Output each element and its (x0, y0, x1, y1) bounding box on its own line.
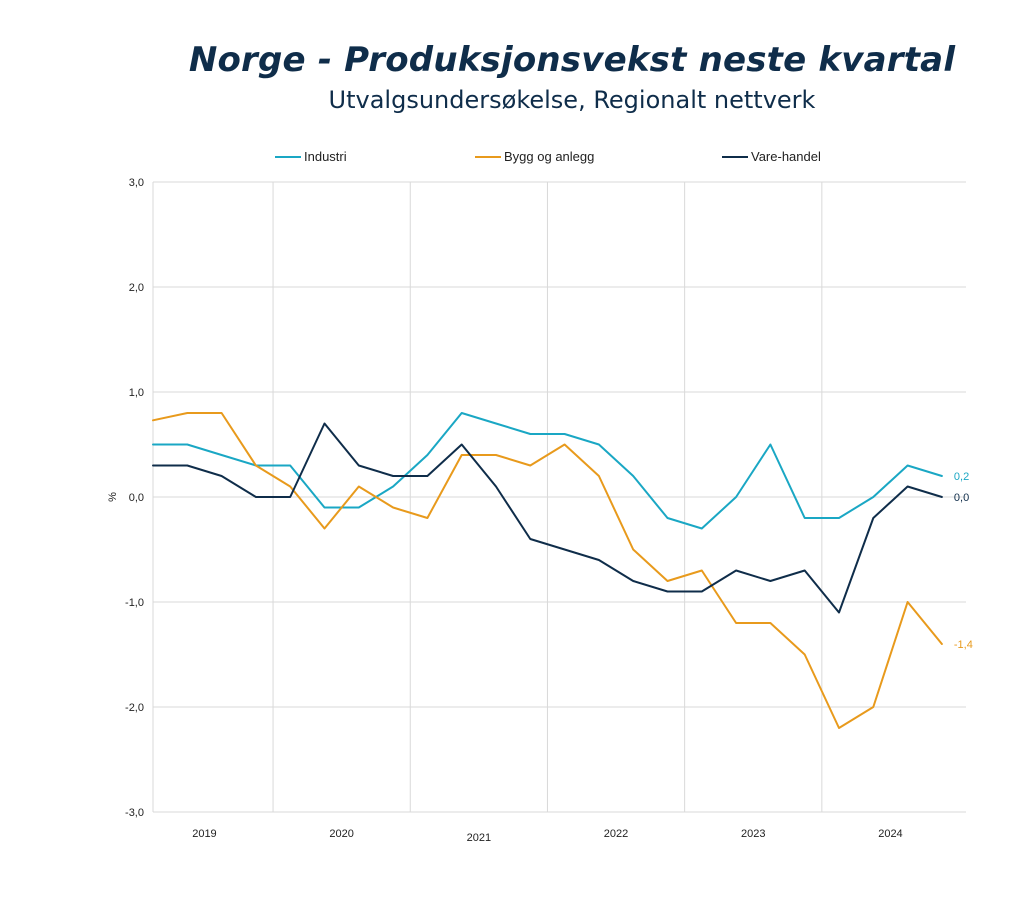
x-tick-label: 2021 (467, 832, 491, 844)
legend-label: Industri (304, 149, 347, 164)
data-label: -1,4 (954, 639, 973, 651)
series-line (152, 412, 943, 530)
y-tick-label: 3,0 (129, 177, 144, 189)
x-tick-label: 2024 (878, 828, 902, 840)
x-tick-label: 2020 (329, 828, 353, 840)
data-label: 0,2 (954, 471, 969, 483)
y-tick-label: -3,0 (125, 807, 144, 819)
y-tick-label: 1,0 (129, 387, 144, 399)
series-line (152, 422, 943, 614)
chart-subtitle: Utvalgsundersøkelse, Regionalt nettverk (328, 86, 816, 114)
legend-label: Bygg og anlegg (504, 149, 594, 164)
y-tick-label: -2,0 (125, 702, 144, 714)
x-tick-label: 2019 (192, 828, 216, 840)
y-tick-label: 0,0 (129, 492, 144, 504)
y-tick-label: 2,0 (129, 282, 144, 294)
chart-title: Norge - Produksjonsvekst neste kvartal (188, 40, 956, 80)
data-label: 0,0 (954, 492, 969, 504)
x-tick-label: 2022 (604, 828, 628, 840)
series-line (152, 412, 943, 729)
x-tick-label: 2023 (741, 828, 765, 840)
y-axis-label: % (107, 492, 119, 502)
legend-label: Vare-handel (751, 149, 821, 164)
y-tick-label: -1,0 (125, 597, 144, 609)
